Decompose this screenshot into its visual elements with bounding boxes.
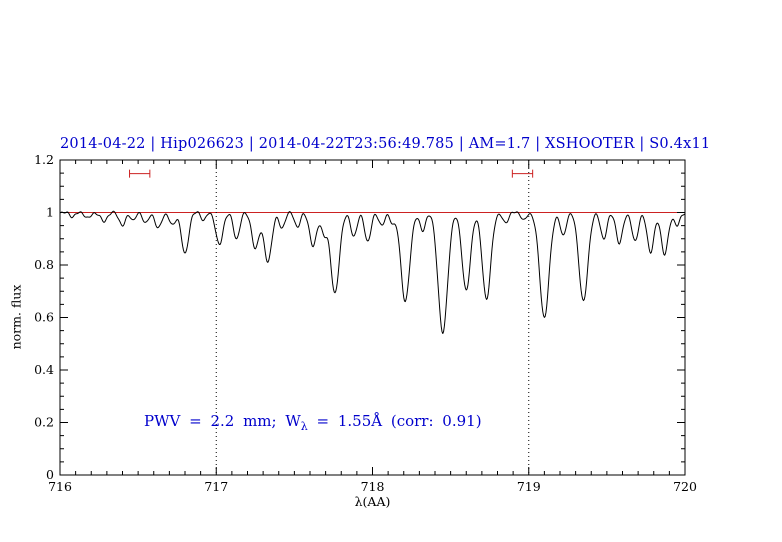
y-tick-label: 1 [46,205,54,220]
spectrum-line [59,210,686,335]
chart-title: 2014-04-22 | Hip026623 | 2014-04-22T23:5… [60,136,711,152]
x-tick-label: 720 [673,479,697,494]
x-axis-label: λ(AA) [354,494,391,509]
pwv-annotation-prefix: PWV = 2.2 mm; W [144,412,301,430]
x-tick-label: 718 [361,479,385,494]
pwv-annotation-suffix: = 1.55Å (corr: 0.91) [307,412,482,430]
pwv-annotation-subscript: λ [300,420,308,433]
y-tick-label: 0.4 [34,362,54,377]
x-tick-label: 719 [517,479,541,494]
y-tick-label: 0.6 [34,310,54,325]
y-tick-label: 0.8 [34,257,54,272]
y-tick-label: 1.2 [34,152,54,167]
x-tick-label: 716 [48,479,72,494]
y-tick-label: 0.2 [34,415,54,430]
x-tick-label: 717 [204,479,228,494]
y-tick-label: 0 [46,467,54,482]
pwv-annotation: PWV = 2.2 mm; Wλ = 1.55Å (corr: 0.91) [144,412,482,433]
